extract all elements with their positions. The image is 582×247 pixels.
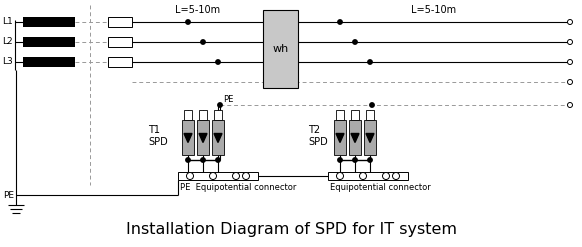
Circle shape — [186, 172, 193, 180]
Circle shape — [567, 103, 573, 107]
Circle shape — [201, 40, 205, 44]
Text: Equipotential connector: Equipotential connector — [330, 183, 431, 192]
Text: L=5-10m: L=5-10m — [175, 5, 220, 15]
Circle shape — [567, 80, 573, 84]
Text: T2
SPD: T2 SPD — [308, 125, 328, 147]
Polygon shape — [366, 133, 374, 143]
Circle shape — [338, 158, 342, 162]
Bar — [212, 120, 224, 155]
Bar — [263, 10, 298, 88]
Bar — [108, 37, 132, 47]
Circle shape — [567, 60, 573, 64]
Circle shape — [353, 158, 357, 162]
Text: PE: PE — [223, 95, 233, 104]
Bar — [334, 120, 346, 155]
Circle shape — [382, 172, 389, 180]
Circle shape — [392, 172, 399, 180]
Circle shape — [338, 20, 342, 24]
Circle shape — [186, 158, 190, 162]
Circle shape — [243, 172, 250, 180]
Bar — [336, 110, 344, 120]
Polygon shape — [184, 133, 192, 143]
Circle shape — [567, 20, 573, 24]
Bar — [349, 120, 361, 155]
Polygon shape — [199, 133, 207, 143]
Polygon shape — [351, 133, 359, 143]
Circle shape — [368, 158, 372, 162]
Circle shape — [232, 172, 240, 180]
Text: L3: L3 — [2, 58, 13, 66]
Text: Installation Diagram of SPD for IT system: Installation Diagram of SPD for IT syste… — [126, 222, 456, 237]
Bar — [108, 17, 132, 27]
Bar — [214, 110, 222, 120]
Circle shape — [216, 158, 220, 162]
Text: L1: L1 — [2, 18, 13, 26]
Circle shape — [186, 20, 190, 24]
Bar — [197, 120, 209, 155]
Circle shape — [370, 103, 374, 107]
Text: PE: PE — [3, 191, 14, 200]
Bar — [23, 57, 75, 67]
Bar — [199, 110, 207, 120]
Bar — [23, 37, 75, 47]
Text: L2: L2 — [2, 38, 13, 46]
Bar — [178, 172, 258, 180]
Circle shape — [368, 60, 372, 64]
Bar — [328, 172, 408, 180]
Polygon shape — [214, 133, 222, 143]
Bar — [364, 120, 376, 155]
Text: T1
SPD: T1 SPD — [148, 125, 168, 147]
Circle shape — [336, 172, 343, 180]
Circle shape — [210, 172, 217, 180]
Bar — [351, 110, 359, 120]
Bar — [23, 17, 75, 27]
Circle shape — [201, 158, 205, 162]
Text: L=5-10m: L=5-10m — [411, 5, 456, 15]
Circle shape — [567, 40, 573, 44]
Text: PE  Equipotential connector: PE Equipotential connector — [180, 183, 296, 192]
Bar — [108, 57, 132, 67]
Circle shape — [216, 60, 220, 64]
Circle shape — [360, 172, 367, 180]
Text: wh: wh — [272, 44, 289, 54]
Bar — [184, 110, 192, 120]
Circle shape — [353, 40, 357, 44]
Polygon shape — [336, 133, 344, 143]
Bar — [182, 120, 194, 155]
Circle shape — [218, 103, 222, 107]
Bar — [366, 110, 374, 120]
